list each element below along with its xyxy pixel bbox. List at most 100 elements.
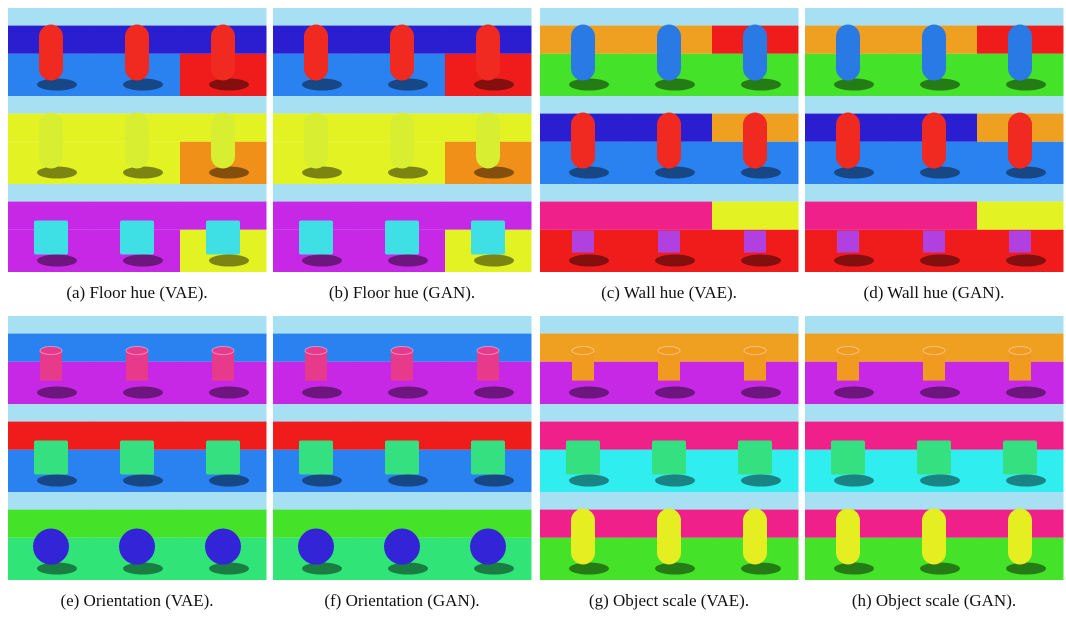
sky xyxy=(94,404,181,422)
object-top xyxy=(837,347,859,355)
shadow xyxy=(834,79,874,91)
object xyxy=(471,221,505,255)
shadow xyxy=(37,475,77,487)
object xyxy=(1009,231,1031,253)
sky xyxy=(273,184,360,202)
shadow xyxy=(123,79,163,91)
object xyxy=(837,231,859,253)
image-grid xyxy=(540,316,799,580)
object xyxy=(923,231,945,253)
object-top xyxy=(126,347,148,355)
caption: (f) Orientation (GAN). xyxy=(324,591,479,610)
sky xyxy=(359,96,446,114)
shadow xyxy=(834,563,874,575)
object xyxy=(1003,441,1037,475)
object xyxy=(120,221,154,255)
object xyxy=(34,221,68,255)
object xyxy=(206,441,240,475)
shadow xyxy=(388,475,428,487)
shadow xyxy=(569,387,609,399)
image-grid xyxy=(8,8,267,272)
shadow xyxy=(920,255,960,267)
sky xyxy=(626,404,713,422)
shadow xyxy=(569,563,609,575)
shadow xyxy=(474,167,514,179)
shadow xyxy=(655,255,695,267)
object xyxy=(1008,509,1032,565)
object xyxy=(211,113,235,169)
sky xyxy=(891,404,978,422)
wall xyxy=(540,202,627,230)
sky xyxy=(359,316,446,334)
sky xyxy=(94,8,181,26)
sky xyxy=(712,8,799,26)
sky xyxy=(540,96,627,114)
object xyxy=(1008,25,1032,81)
object xyxy=(836,113,860,169)
sky xyxy=(8,316,95,334)
object xyxy=(743,113,767,169)
sky xyxy=(273,96,360,114)
sky xyxy=(445,96,532,114)
sky xyxy=(712,404,799,422)
shadow xyxy=(741,167,781,179)
sky xyxy=(805,184,892,202)
object xyxy=(298,529,334,565)
shadow xyxy=(741,563,781,575)
object xyxy=(652,441,686,475)
shadow xyxy=(302,475,342,487)
object xyxy=(657,113,681,169)
shadow xyxy=(834,167,874,179)
sky xyxy=(180,404,267,422)
sky xyxy=(359,184,446,202)
shadow xyxy=(1006,167,1046,179)
caption: (e) Orientation (VAE). xyxy=(60,591,213,610)
shadow xyxy=(920,167,960,179)
object xyxy=(206,221,240,255)
sky xyxy=(540,492,627,510)
shadow xyxy=(37,255,77,267)
object xyxy=(471,441,505,475)
object xyxy=(470,529,506,565)
sky xyxy=(891,96,978,114)
sky xyxy=(805,96,892,114)
sky xyxy=(273,8,360,26)
sky xyxy=(359,8,446,26)
object xyxy=(476,113,500,169)
sky xyxy=(273,316,360,334)
shadow xyxy=(302,387,342,399)
shadow xyxy=(1006,79,1046,91)
object xyxy=(657,25,681,81)
object xyxy=(922,25,946,81)
sky xyxy=(359,404,446,422)
sky xyxy=(626,316,713,334)
shadow xyxy=(209,475,249,487)
object-top xyxy=(212,347,234,355)
image-grid xyxy=(273,316,532,580)
shadow xyxy=(123,475,163,487)
sky xyxy=(445,492,532,510)
object xyxy=(922,113,946,169)
shadow xyxy=(655,79,695,91)
sky xyxy=(8,96,95,114)
sky xyxy=(540,8,627,26)
sky xyxy=(977,184,1064,202)
sky xyxy=(626,492,713,510)
sky xyxy=(445,184,532,202)
sky xyxy=(94,184,181,202)
sky xyxy=(712,316,799,334)
object xyxy=(385,441,419,475)
sky xyxy=(359,492,446,510)
shadow xyxy=(834,255,874,267)
shadow xyxy=(741,79,781,91)
object xyxy=(922,509,946,565)
object xyxy=(658,231,680,253)
sky xyxy=(273,492,360,510)
object xyxy=(385,221,419,255)
sky xyxy=(8,184,95,202)
image-grid xyxy=(805,316,1064,580)
shadow xyxy=(655,387,695,399)
object-top xyxy=(1009,347,1031,355)
sky xyxy=(180,184,267,202)
object xyxy=(390,113,414,169)
